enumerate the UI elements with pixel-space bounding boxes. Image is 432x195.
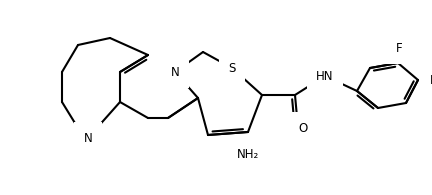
Text: O: O: [298, 121, 307, 135]
Text: NH₂: NH₂: [237, 149, 259, 161]
Text: NH₂: NH₂: [237, 149, 259, 161]
Text: F: F: [396, 42, 402, 54]
Text: S: S: [229, 61, 236, 74]
Text: N: N: [84, 131, 92, 144]
Text: F: F: [430, 74, 432, 87]
Text: HN: HN: [316, 69, 334, 82]
Text: N: N: [171, 66, 179, 79]
